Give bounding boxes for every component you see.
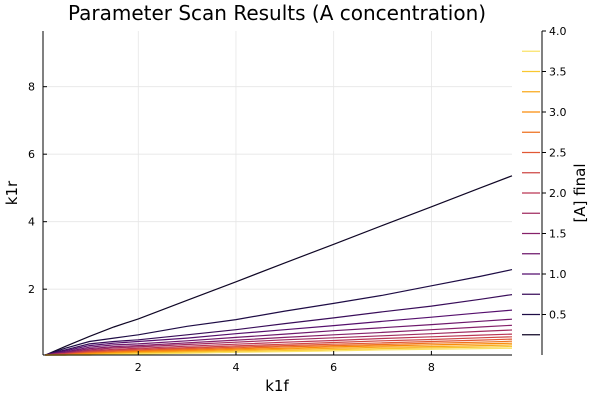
contour-line xyxy=(45,344,513,356)
colorbar-tick-label: 1.0 xyxy=(549,268,567,281)
colorbar: 0.5 1.0 1.5 2.0 2.5 3.0 3.5 4.0 xyxy=(522,25,567,355)
contour-line xyxy=(45,175,513,356)
colorbar-tick-label: 0.5 xyxy=(549,309,567,322)
y-axis-label: k1r xyxy=(3,180,21,205)
x-tick-label: 6 xyxy=(330,361,337,374)
colorbar-label: [A] final xyxy=(571,163,589,222)
x-tick-label: 8 xyxy=(428,361,435,374)
contour-line xyxy=(45,324,513,356)
colorbar-tick-label: 2.5 xyxy=(549,147,567,160)
x-tick-label: 2 xyxy=(135,361,142,374)
contour-line xyxy=(45,338,513,356)
contour-line xyxy=(45,294,513,356)
chart-title: Parameter Scan Results (A concentration) xyxy=(68,1,486,25)
colorbar-tick-label: 1.5 xyxy=(549,228,567,241)
x-tick-label: 4 xyxy=(232,361,239,374)
y-tick-label: 4 xyxy=(28,216,35,229)
colorbar-tick-label: 2.0 xyxy=(549,187,567,200)
contour-line xyxy=(45,336,513,356)
contour-line xyxy=(45,329,513,356)
colorbar-tick-label: 4.0 xyxy=(549,25,567,38)
contour-lines xyxy=(45,175,513,356)
y-ticks: 2 4 6 8 xyxy=(28,81,47,296)
x-axis-label: k1f xyxy=(265,377,289,395)
contour-line xyxy=(45,269,513,356)
colorbar-tick-label: 3.5 xyxy=(549,66,567,79)
y-tick-label: 2 xyxy=(28,283,35,296)
x-ticks: 2 4 6 8 xyxy=(135,351,435,374)
plot-frame xyxy=(42,31,512,356)
contour-line xyxy=(45,342,513,356)
contour-line xyxy=(45,333,513,356)
colorbar-tick-label: 3.0 xyxy=(549,106,567,119)
contour-line xyxy=(45,318,513,356)
y-tick-label: 8 xyxy=(28,81,35,94)
grid-lines xyxy=(43,31,512,355)
contour-line xyxy=(45,309,513,356)
y-tick-label: 6 xyxy=(28,148,35,161)
